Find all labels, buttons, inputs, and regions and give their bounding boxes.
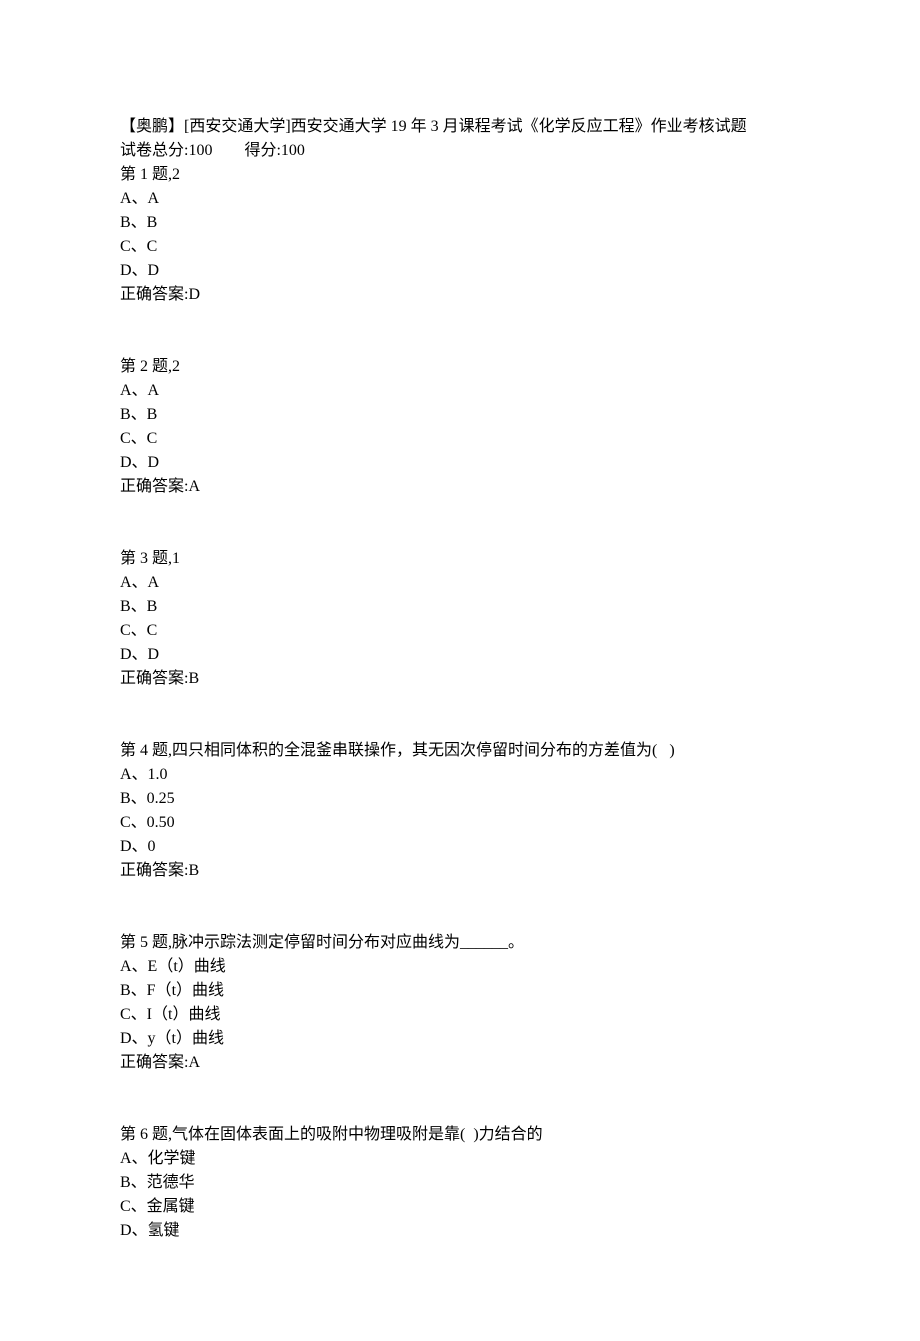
question-option: C、C xyxy=(120,619,800,643)
question-block: 第 5 题,脉冲示踪法测定停留时间分布对应曲线为______。A、E（t）曲线B… xyxy=(120,931,800,1075)
question-option: B、范德华 xyxy=(120,1171,800,1195)
question-option: D、D xyxy=(120,259,800,283)
question-option: B、0.25 xyxy=(120,787,800,811)
question-option: D、D xyxy=(120,451,800,475)
question-answer: 正确答案:A xyxy=(120,1051,800,1075)
question-option: B、B xyxy=(120,211,800,235)
question-title: 第 5 题,脉冲示踪法测定停留时间分布对应曲线为______。 xyxy=(120,931,800,955)
question-option: C、C xyxy=(120,427,800,451)
question-option: B、F（t）曲线 xyxy=(120,979,800,1003)
question-option: C、I（t）曲线 xyxy=(120,1003,800,1027)
question-block: 第 2 题,2A、AB、BC、CD、D正确答案:A xyxy=(120,355,800,499)
question-block: 第 1 题,2A、AB、BC、CD、D正确答案:D xyxy=(120,163,800,307)
total-value: 100 xyxy=(188,142,212,159)
score-value: 100 xyxy=(281,142,305,159)
question-option: A、A xyxy=(120,379,800,403)
question-option: B、B xyxy=(120,595,800,619)
question-answer: 正确答案:B xyxy=(120,859,800,883)
score-label: 得分: xyxy=(244,142,280,159)
question-option: D、y（t）曲线 xyxy=(120,1027,800,1051)
question-option: A、A xyxy=(120,571,800,595)
total-label: 试卷总分: xyxy=(120,142,188,159)
question-title: 第 1 题,2 xyxy=(120,163,800,187)
question-title: 第 6 题,气体在固体表面上的吸附中物理吸附是靠( )力结合的 xyxy=(120,1123,800,1147)
question-answer: 正确答案:D xyxy=(120,283,800,307)
question-option: C、0.50 xyxy=(120,811,800,835)
question-option: A、E（t）曲线 xyxy=(120,955,800,979)
question-option: A、化学键 xyxy=(120,1147,800,1171)
question-answer: 正确答案:B xyxy=(120,667,800,691)
question-option: A、1.0 xyxy=(120,763,800,787)
question-option: C、金属键 xyxy=(120,1195,800,1219)
question-title: 第 3 题,1 xyxy=(120,547,800,571)
question-answer: 正确答案:A xyxy=(120,475,800,499)
question-title: 第 2 题,2 xyxy=(120,355,800,379)
document-title: 【奥鹏】[西安交通大学]西安交通大学 19 年 3 月课程考试《化学反应工程》作… xyxy=(120,115,800,139)
question-block: 第 6 题,气体在固体表面上的吸附中物理吸附是靠( )力结合的A、化学键B、范德… xyxy=(120,1123,800,1243)
question-title: 第 4 题,四只相同体积的全混釜串联操作，其无因次停留时间分布的方差值为( ) xyxy=(120,739,800,763)
question-option: C、C xyxy=(120,235,800,259)
score-line: 试卷总分:100得分:100 xyxy=(120,139,800,163)
question-option: B、B xyxy=(120,403,800,427)
question-option: D、D xyxy=(120,643,800,667)
question-block: 第 3 题,1A、AB、BC、CD、D正确答案:B xyxy=(120,547,800,691)
question-block: 第 4 题,四只相同体积的全混釜串联操作，其无因次停留时间分布的方差值为( )A… xyxy=(120,739,800,883)
question-option: D、0 xyxy=(120,835,800,859)
question-option: A、A xyxy=(120,187,800,211)
question-option: D、氢键 xyxy=(120,1219,800,1243)
